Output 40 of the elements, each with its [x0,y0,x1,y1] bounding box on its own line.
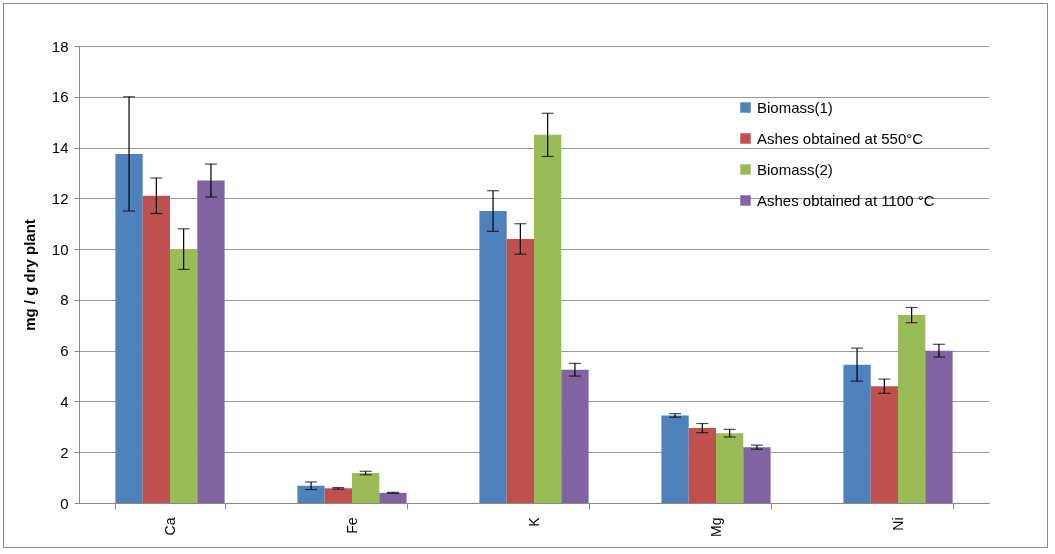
legend-label: Ashes obtained at 550°C [757,129,924,147]
bar [716,433,744,503]
bar [925,350,953,503]
legend-label: Biomass(1) [757,98,833,116]
x-tick-label: Mg [707,517,724,537]
y-tick-label: 8 [60,291,69,309]
y-tick-label: 18 [51,37,69,55]
y-tick-label: 6 [60,342,69,360]
bar [870,386,898,503]
y-tick-label: 16 [51,88,69,106]
y-tick-label: 14 [51,139,69,157]
bar [297,485,325,503]
bar [898,315,926,503]
x-tick-label: Ca [161,517,178,536]
bar [379,492,407,503]
y-tick-label: 0 [60,494,69,512]
bar [561,369,589,503]
y-tick-label: 10 [51,240,69,258]
bar [115,153,143,503]
x-tick-label: Fe [343,517,360,534]
bar [142,195,170,503]
bar [743,447,771,503]
bar [661,415,689,503]
legend-label: Ashes obtained at 1100 °C [757,191,935,209]
bar [688,428,716,503]
bar [843,364,871,503]
bar [534,134,562,503]
bar [479,211,507,503]
bar [506,238,534,503]
bar [352,473,380,503]
bar [324,488,352,503]
y-tick-label: 12 [51,189,69,207]
legend-label: Biomass(2) [757,160,833,178]
bar [197,180,225,503]
y-axis-title: mg / g dry plant [20,219,38,331]
y-tick-label: 2 [60,443,69,461]
bar [170,249,198,503]
x-tick-label: K [525,516,542,527]
x-tick-label: Ni [889,517,906,531]
y-tick-label: 4 [60,392,69,410]
